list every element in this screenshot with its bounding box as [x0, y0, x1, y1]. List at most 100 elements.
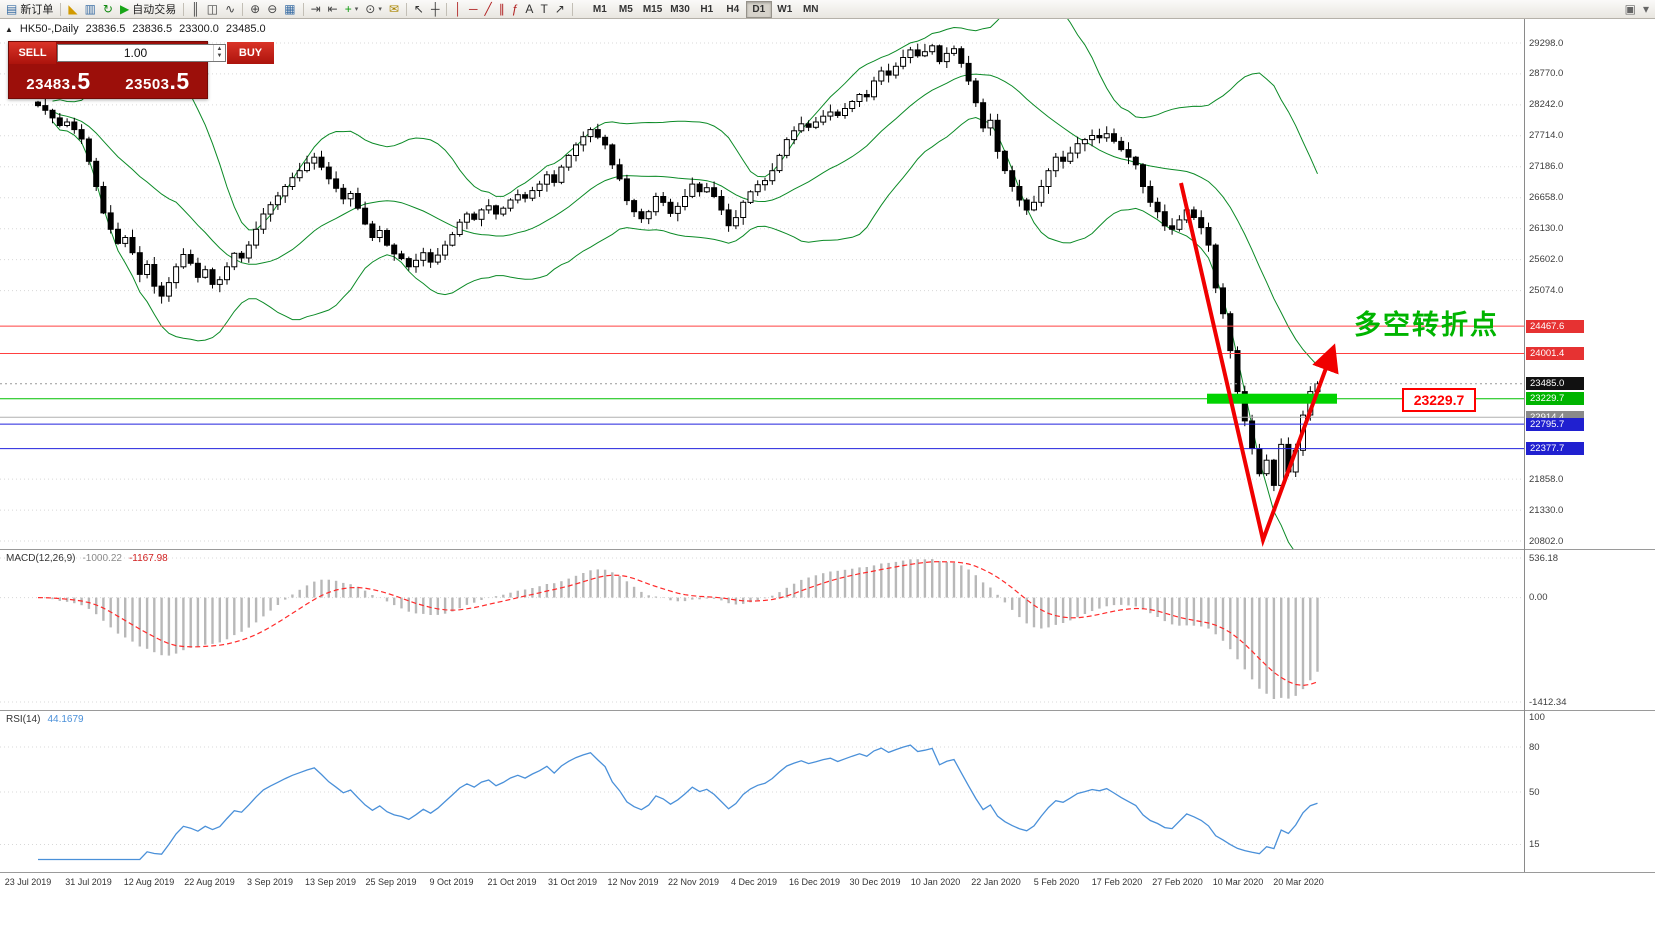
macd-signal-value: -1167.98 [128, 553, 168, 564]
price-grid-label: 21858.0 [1529, 473, 1564, 485]
timeframe-w1-button[interactable]: W1 [772, 1, 798, 18]
zoom-out-button[interactable]: ⊖ [264, 1, 280, 17]
timeframe-h4-button[interactable]: H4 [720, 1, 746, 18]
vertical-line-button[interactable]: │ [451, 1, 465, 17]
volume-input[interactable] [58, 45, 213, 61]
arrows-tool-button[interactable]: ↗ [552, 1, 568, 17]
timeframe-m30-button[interactable]: M30 [666, 1, 693, 18]
text-button[interactable]: A [522, 1, 536, 17]
time-label: 16 Dec 2019 [788, 877, 841, 887]
periods-icon: ⊙ [365, 2, 376, 16]
crosshair-icon: ┼ [430, 2, 440, 16]
price-grid-label: 29298.0 [1529, 37, 1564, 49]
time-label: 10 Jan 2020 [910, 877, 961, 887]
macd-indicator-chart[interactable] [0, 550, 1524, 710]
macd-name: MACD(12,26,9) [6, 553, 76, 564]
rsi-line [38, 744, 1318, 861]
auto-scroll-button[interactable]: ⇥ [308, 1, 324, 17]
quote-panel-collapse-icon[interactable]: ▲ [5, 24, 13, 34]
menu-more-button[interactable]: ▾ [1640, 1, 1652, 17]
auto-trading-icon: ▶ [119, 2, 130, 16]
turning-point-annotation[interactable]: 多空转折点 [1354, 310, 1499, 340]
auto-trading-label: 自动交易 [132, 4, 177, 16]
timeframe-m15-button[interactable]: M15 [639, 1, 666, 18]
time-label: 3 Sep 2019 [246, 877, 294, 887]
macd-axis-label: 536.18 [1529, 552, 1559, 564]
rsi-indicator-chart[interactable] [0, 711, 1524, 872]
main-price-chart[interactable] [0, 19, 1524, 549]
timeframe-m1-button[interactable]: M1 [587, 1, 613, 18]
market-watch-button[interactable]: ▥ [82, 1, 99, 17]
auto-trading-button[interactable]: ▶ 自动交易 [117, 1, 179, 17]
time-label: 12 Nov 2019 [607, 877, 659, 887]
support-highlight-rect[interactable] [1207, 393, 1337, 404]
toolbar-separator [60, 2, 62, 16]
dock-button[interactable]: ▣ [1622, 1, 1639, 17]
toolbar-separator [571, 2, 573, 16]
time-label: 9 Oct 2019 [429, 877, 474, 887]
arrows-tool-icon: ↗ [554, 2, 565, 16]
panel-divider[interactable] [0, 710, 1655, 711]
alerts-button[interactable]: ◣ [65, 1, 80, 17]
candlestick-mode-button[interactable]: ◫ [204, 1, 221, 17]
timeframe-mn-button[interactable]: MN [798, 1, 824, 18]
text-label-icon: T [540, 2, 548, 16]
axis-separator [1524, 19, 1525, 872]
refresh-button[interactable]: ↻ [100, 1, 116, 17]
alerts-icon: ◣ [68, 2, 78, 16]
rsi-axis-label: 15 [1529, 839, 1540, 850]
refresh-icon: ↻ [102, 2, 113, 16]
channel-button[interactable]: ∥ [496, 1, 508, 17]
trend-arrow[interactable] [1179, 182, 1339, 548]
right-price-axis[interactable]: 29298.0 28770.0 28242.0 27714.0 27186.0 26658… [1525, 19, 1655, 893]
toolbar-separator [242, 2, 244, 16]
sell-button[interactable]: SELL [9, 42, 56, 64]
volume-down-icon[interactable]: ▼ [216, 53, 223, 59]
price-tag: 22795.7 [1526, 417, 1584, 431]
price-tag: 24001.4 [1526, 346, 1584, 360]
mail-button[interactable]: ✉ [386, 1, 402, 17]
panel-divider[interactable] [0, 549, 1655, 550]
line-chart-mode-button[interactable]: ∿ [222, 1, 238, 17]
horizontal-line-button[interactable]: ─ [466, 1, 481, 17]
rsi-value: 44.1679 [47, 714, 84, 725]
support-price-callout[interactable]: 23229.7 [1402, 388, 1476, 412]
zoom-in-button[interactable]: ⊕ [247, 1, 263, 17]
indicators-button[interactable]: + ▾ [342, 1, 362, 17]
text-label-button[interactable]: T [537, 1, 550, 17]
time-label: 4 Dec 2019 [730, 877, 778, 887]
buy-button[interactable]: BUY [227, 42, 274, 64]
rsi-axis-label: 50 [1529, 786, 1540, 798]
time-label: 31 Jul 2019 [65, 877, 112, 887]
low-value: 23300.0 [179, 23, 219, 35]
trend-line-button[interactable]: ╱ [482, 1, 495, 17]
cursor-button[interactable]: ↖ [411, 1, 427, 17]
periods-button[interactable]: ⊙ ▾ [362, 1, 385, 17]
crosshair-button[interactable]: ┼ [428, 1, 443, 17]
volume-up-icon[interactable]: ▲ [216, 46, 223, 52]
auto-scroll-icon: ⇥ [310, 2, 321, 16]
time-label: 27 Feb 2020 [1152, 877, 1203, 887]
chart-shift-button[interactable]: ⇤ [325, 1, 341, 17]
macd-label: MACD(12,26,9) -1000.22 -1167.98 [6, 553, 168, 564]
tile-windows-button[interactable]: ▦ [281, 1, 298, 17]
menu-more-icon: ▾ [1642, 2, 1649, 16]
timeframe-m5-button[interactable]: M5 [613, 1, 639, 18]
bar-chart-mode-button[interactable]: ║ [188, 1, 203, 17]
tile-windows-icon: ▦ [284, 2, 296, 16]
time-axis[interactable]: 23 Jul 2019 31 Jul 2019 12 Aug 2019 22 Aug … [0, 873, 1540, 893]
dock-icon: ▣ [1624, 2, 1636, 16]
cursor-icon: ↖ [413, 2, 424, 16]
trend-line-icon: ╱ [484, 2, 492, 16]
open-value: 23836.5 [85, 23, 126, 35]
buy-price[interactable]: 23503.5 [125, 67, 190, 94]
sell-price[interactable]: 23483.5 [26, 67, 91, 94]
periods-dropdown-icon: ▾ [378, 6, 382, 13]
new-order-button[interactable]: ▤ 新订单 [3, 1, 56, 17]
fibonacci-icon: ƒ [511, 2, 519, 16]
close-value: 23485.0 [225, 23, 266, 35]
timeframe-d1-button[interactable]: D1 [745, 0, 772, 18]
fibonacci-button[interactable]: ƒ [509, 1, 522, 17]
text-icon: A [525, 2, 534, 16]
timeframe-h1-button[interactable]: H1 [694, 1, 720, 18]
